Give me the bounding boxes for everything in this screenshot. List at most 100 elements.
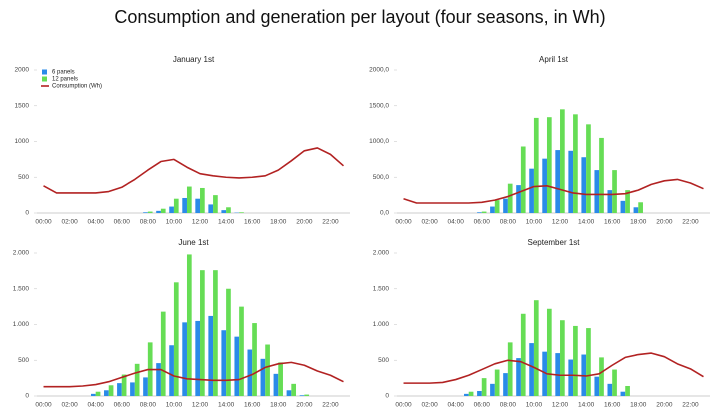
bar (104, 390, 109, 396)
legend-swatch (42, 76, 47, 82)
x-tick-label: 02:00 (421, 402, 438, 409)
bar (291, 383, 297, 396)
x-tick-label: 16:00 (244, 219, 261, 226)
bar (477, 390, 482, 396)
bar (573, 114, 578, 213)
y-tick-label: 1.000 (373, 321, 390, 328)
y-tick-label: 2.000 (373, 250, 390, 257)
bar (516, 185, 521, 213)
bar (134, 363, 140, 396)
x-tick-label: 08:00 (500, 219, 517, 226)
y-tick-label: 2000,0 (369, 67, 389, 74)
bar (568, 359, 574, 396)
x-tick-label: 04:00 (448, 402, 465, 409)
bar (546, 308, 552, 396)
bar (638, 202, 643, 213)
x-tick-label: 04:00 (88, 219, 105, 226)
bar (173, 282, 179, 396)
y-tick-label: 2000 (15, 67, 30, 74)
x-tick-label: 08:00 (140, 402, 157, 409)
bar (503, 198, 508, 213)
panel: September 1st 0 500 1.000 1.500 2.000 00:00 02:… (373, 238, 710, 409)
bar (625, 385, 630, 396)
y-tick-label: 500,0 (373, 174, 390, 181)
x-tick-label: 14:00 (218, 402, 235, 409)
line (43, 147, 345, 194)
bar (481, 378, 487, 396)
bar (173, 198, 179, 213)
y-tick-label: 1000,0 (369, 138, 389, 145)
panel: April 1st 0,0 500,0 1000,0 1500,0 2000,0 00:00… (369, 55, 710, 226)
x-tick-label: 02:00 (421, 219, 438, 226)
bar (195, 198, 201, 213)
y-tick-label: 2.000 (13, 250, 30, 257)
y-tick-label: 1500 (15, 102, 30, 109)
x-tick-label: 10:00 (166, 402, 183, 409)
bar (169, 345, 174, 396)
y-tick-label: 1500,0 (369, 102, 389, 109)
x-tick-label: 12:00 (192, 219, 209, 226)
y-tick-label: 1.500 (373, 285, 390, 292)
bar (625, 190, 630, 213)
x-tick-label: 10:00 (166, 219, 183, 226)
x-tick-label: 16:00 (604, 402, 621, 409)
bar (169, 206, 174, 213)
bar (464, 393, 469, 396)
bar (208, 315, 214, 396)
x-tick-label: 04:00 (448, 219, 465, 226)
y-tick-label: 0 (25, 393, 29, 400)
bar (239, 212, 244, 213)
x-tick-label: 00:00 (395, 402, 412, 409)
panel-title: April 1st (539, 55, 569, 64)
bar (529, 343, 534, 396)
bar (186, 254, 192, 396)
line (43, 361, 344, 388)
bar (599, 137, 604, 213)
line (403, 178, 704, 204)
bar (542, 351, 547, 396)
bar (226, 288, 231, 396)
x-tick-label: 18:00 (270, 219, 287, 226)
x-tick-label: 20:00 (656, 219, 673, 226)
bar (620, 200, 626, 213)
bar (633, 207, 639, 213)
bar (516, 358, 521, 396)
bar (555, 150, 561, 213)
bar (586, 328, 591, 396)
bar (182, 322, 187, 396)
bar (221, 210, 227, 213)
x-tick-label: 22:00 (322, 219, 339, 226)
bar (90, 393, 96, 396)
x-tick-label: 10:00 (526, 219, 543, 226)
bar (568, 150, 574, 213)
bar (612, 369, 617, 396)
legend-label: 6 panels (52, 70, 75, 76)
x-tick-label: 22:00 (682, 219, 699, 226)
bar (182, 197, 187, 213)
bar (143, 212, 148, 213)
y-tick-label: 500 (18, 357, 29, 364)
bar (494, 200, 500, 213)
x-tick-label: 00:00 (35, 402, 52, 409)
x-tick-label: 18:00 (630, 219, 647, 226)
x-tick-label: 20:00 (656, 402, 673, 409)
panel: June 1st 0 500 1.000 1.500 2.000 00:00 02:00 04:… (13, 238, 350, 409)
bar (304, 394, 310, 396)
x-tick-label: 20:00 (296, 402, 313, 409)
x-tick-label: 14:00 (578, 402, 595, 409)
x-tick-label: 06:00 (474, 402, 491, 409)
bar (507, 342, 513, 396)
bar (247, 349, 253, 396)
x-tick-label: 00:00 (395, 219, 412, 226)
bar (507, 183, 513, 213)
legend-label: Consumption (Wh) (52, 84, 102, 90)
x-tick-label: 08:00 (140, 219, 157, 226)
bar (529, 168, 534, 213)
x-tick-label: 14:00 (218, 219, 235, 226)
panel-title: January 1st (173, 55, 215, 64)
bar (468, 391, 474, 396)
bar (286, 390, 292, 396)
bar (481, 211, 487, 213)
bar (160, 208, 166, 213)
